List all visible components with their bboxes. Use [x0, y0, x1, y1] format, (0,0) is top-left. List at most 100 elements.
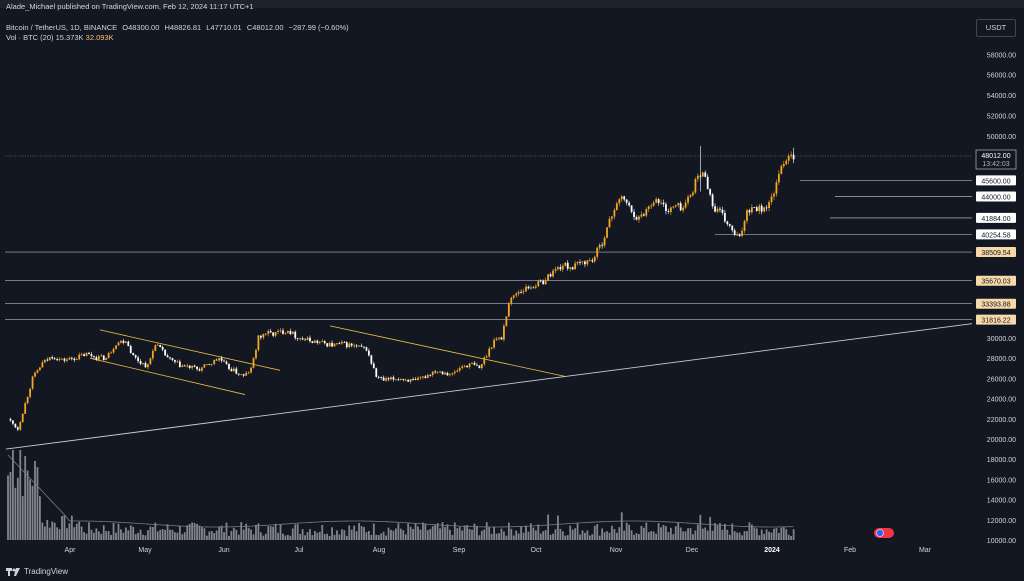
- down-candle: [579, 261, 581, 263]
- up-candle: [399, 379, 402, 381]
- volume-bar: [483, 529, 486, 540]
- up-candle: [43, 359, 46, 363]
- volume-bar: [650, 531, 653, 540]
- time-tick-label: Dec: [686, 547, 699, 554]
- volume-bar: [97, 531, 100, 540]
- volume-bar: [90, 529, 93, 540]
- volume-bar: [471, 529, 473, 540]
- volume-bar: [412, 529, 414, 540]
- volume-bar: [355, 531, 358, 540]
- up-candle: [48, 357, 51, 361]
- up-candle: [741, 230, 743, 236]
- volume-bar: [88, 522, 90, 540]
- volume-bar: [785, 529, 788, 540]
- down-candle: [539, 280, 542, 282]
- volume-bar: [367, 530, 370, 540]
- currency-button[interactable]: USDT: [976, 19, 1016, 37]
- volume-bar: [500, 528, 503, 540]
- volume-bar: [468, 528, 471, 540]
- time-tick-label: May: [138, 547, 152, 554]
- volume-bar: [773, 528, 775, 540]
- up-candle: [333, 343, 336, 347]
- volume-bar: [608, 532, 611, 540]
- up-candle: [684, 202, 687, 208]
- up-candle: [463, 365, 466, 367]
- volume-bar: [365, 532, 368, 540]
- volume-bar: [75, 523, 78, 540]
- down-candle: [345, 342, 348, 348]
- volume-bar: [323, 534, 326, 540]
- down-candle: [633, 211, 635, 218]
- volume-bar: [667, 532, 670, 540]
- up-candle: [768, 202, 770, 209]
- down-candle: [434, 371, 437, 373]
- volume-bar: [515, 530, 518, 540]
- down-candle: [70, 357, 73, 359]
- volume-bar: [124, 527, 127, 540]
- up-candle: [758, 205, 761, 212]
- down-candle: [83, 354, 86, 357]
- down-candle: [360, 345, 363, 347]
- volume-bar: [68, 523, 71, 540]
- volume-bar: [498, 533, 500, 540]
- tradingview-logo[interactable]: TradingView: [6, 567, 68, 576]
- down-candle: [326, 343, 329, 347]
- down-candle: [171, 358, 174, 361]
- volume-bar: [404, 534, 407, 540]
- down-candle: [309, 337, 311, 342]
- down-candle: [178, 361, 181, 368]
- down-candle: [397, 379, 400, 381]
- current-price-label: 48012.00: [981, 153, 1010, 160]
- up-candle: [21, 413, 24, 423]
- volume-bar: [255, 524, 257, 540]
- volume-bar: [775, 528, 778, 540]
- down-candle: [755, 207, 758, 212]
- up-candle: [66, 359, 68, 361]
- up-candle: [483, 357, 486, 365]
- volume-bar: [699, 514, 702, 540]
- volume-bar: [738, 532, 741, 540]
- volume-bar: [758, 535, 761, 540]
- volume-bar: [731, 523, 734, 540]
- time-tick-label: Jul: [295, 547, 304, 554]
- volume-legend[interactable]: Vol · BTC (20) 15.373K 32.093K: [6, 33, 114, 42]
- volume-bar: [363, 527, 365, 540]
- volume-bar: [557, 515, 559, 540]
- price-tick-label: 16000.00: [987, 477, 1016, 484]
- up-candle: [787, 155, 790, 161]
- down-candle: [635, 217, 638, 220]
- volume-bar: [237, 534, 240, 540]
- price-axis: 10000.00 12000.00 14000.00 16000.00 18000.00…: [987, 52, 1016, 545]
- volume-bar: [615, 532, 618, 540]
- price-chart[interactable]: 10000.00 12000.00 14000.00 16000.00 18000.00…: [0, 0, 1024, 565]
- price-tick-label: 30000.00: [987, 336, 1016, 343]
- up-candle: [348, 343, 351, 348]
- up-candle: [149, 358, 152, 365]
- volume-bar: [159, 529, 162, 540]
- symbol-name[interactable]: Bitcoin / TetherUS, 1D, BINANCE: [6, 23, 118, 32]
- down-candle: [269, 331, 272, 333]
- price-tick-label: 20000.00: [987, 437, 1016, 444]
- down-candle: [559, 267, 562, 270]
- volume-bar: [584, 532, 586, 540]
- up-candle: [306, 337, 309, 341]
- up-candle: [97, 356, 100, 360]
- up-candle: [284, 332, 287, 334]
- down-candle: [532, 287, 535, 289]
- down-candle: [704, 172, 707, 177]
- volume-bar: [262, 535, 265, 540]
- volume-bar: [750, 524, 753, 540]
- up-candle: [68, 357, 71, 360]
- down-candle: [139, 361, 142, 364]
- volume-bars: [7, 450, 795, 540]
- up-candle: [286, 330, 289, 333]
- level-price-badge: [976, 275, 1016, 286]
- volume-bar: [611, 525, 613, 540]
- up-candle: [674, 205, 677, 207]
- volume-bar: [372, 523, 375, 540]
- volume-bar: [549, 534, 552, 540]
- volume-bar: [313, 531, 316, 540]
- volume-bar: [186, 525, 189, 540]
- volume-bar: [85, 533, 88, 540]
- volume-bar: [694, 530, 697, 540]
